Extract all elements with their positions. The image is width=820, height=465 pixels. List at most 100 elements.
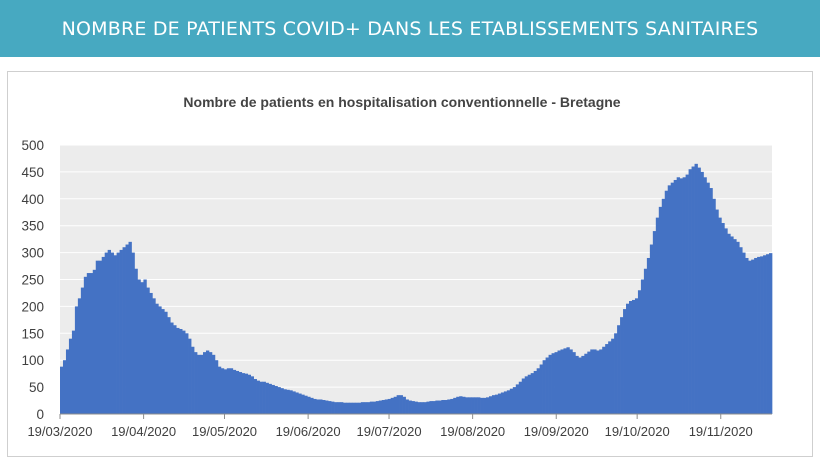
- data-bar: [80, 287, 85, 414]
- data-bar: [429, 401, 433, 414]
- data-bar: [173, 325, 177, 414]
- data-bar: [325, 400, 329, 414]
- data-bar: [113, 255, 117, 414]
- data-bar: [307, 396, 311, 414]
- data-bar: [200, 354, 204, 414]
- data-bar: [515, 384, 520, 414]
- data-bar: [125, 244, 129, 414]
- data-bar: [232, 369, 237, 414]
- data-bar: [381, 400, 386, 414]
- data-bar: [521, 378, 526, 414]
- data-bar: [491, 395, 496, 414]
- data-bar: [712, 198, 716, 414]
- data-bar: [197, 354, 201, 414]
- data-bar: [643, 268, 648, 414]
- data-bar: [62, 360, 67, 414]
- data-bar: [119, 249, 123, 414]
- data-bar: [146, 287, 150, 414]
- data-bar: [751, 259, 755, 414]
- data-bar: [533, 370, 538, 414]
- data-bar: [724, 228, 728, 414]
- x-tick-label: 19/08/2020: [440, 424, 505, 439]
- data-bar: [611, 338, 615, 414]
- data-bar: [211, 354, 216, 414]
- data-bar: [438, 400, 442, 414]
- chart-canvas: Nombre de patients en hospitalisation co…: [21, 94, 773, 439]
- data-bar: [640, 279, 645, 414]
- data-bar: [354, 402, 359, 414]
- data-bar: [271, 384, 275, 414]
- data-bar: [414, 401, 418, 414]
- data-bar: [405, 399, 409, 414]
- data-bar: [748, 260, 752, 414]
- x-tick-label: 19/07/2020: [356, 424, 421, 439]
- data-bar: [149, 292, 153, 414]
- data-bar: [95, 260, 100, 414]
- data-bar: [760, 256, 764, 414]
- data-bar: [65, 349, 70, 414]
- data-bar: [715, 209, 719, 414]
- data-bar: [131, 252, 135, 414]
- data-bar: [179, 328, 183, 414]
- data-bar: [402, 396, 406, 414]
- data-bar: [614, 333, 618, 414]
- data-bar: [590, 349, 594, 414]
- data-bar: [465, 397, 469, 414]
- data-bar: [754, 257, 758, 414]
- y-tick-label: 300: [21, 246, 44, 261]
- data-bar: [337, 402, 341, 414]
- data-bar: [274, 386, 278, 414]
- data-bar: [262, 381, 266, 414]
- data-bar: [584, 353, 588, 414]
- data-bar: [557, 350, 561, 414]
- data-bar: [152, 298, 156, 414]
- data-bar: [298, 393, 302, 414]
- data-bar: [238, 372, 243, 414]
- data-bar: [709, 188, 713, 414]
- data-bar: [646, 257, 651, 414]
- data-bar: [390, 397, 395, 414]
- data-bar: [703, 177, 707, 414]
- data-bar: [357, 402, 362, 414]
- data-bar: [158, 306, 162, 414]
- data-bar: [265, 382, 269, 414]
- data-bar: [143, 279, 147, 414]
- data-bar: [286, 389, 290, 414]
- data-bar: [420, 402, 424, 414]
- data-bar: [539, 364, 543, 414]
- data-bar: [721, 223, 725, 414]
- data-bar: [608, 341, 612, 414]
- page-banner: NOMBRE DE PATIENTS COVID+ DANS LES ETABL…: [0, 0, 820, 57]
- chart-frame: Nombre de patients en hospitalisation co…: [7, 71, 813, 457]
- data-bar: [432, 401, 436, 414]
- data-bar: [384, 399, 389, 414]
- data-bar: [536, 368, 540, 414]
- data-bar: [494, 394, 499, 414]
- data-bar: [581, 355, 585, 414]
- data-bar: [530, 373, 535, 414]
- chart-title: Nombre de patients en hospitalisation co…: [183, 94, 620, 110]
- data-bar: [387, 398, 392, 414]
- data-bar: [366, 402, 371, 414]
- data-bar: [170, 322, 174, 414]
- data-bar: [766, 254, 770, 414]
- data-bar: [208, 352, 213, 414]
- data-bar: [596, 350, 600, 414]
- y-tick-label: 500: [21, 138, 44, 153]
- data-bar: [623, 309, 627, 414]
- data-bar: [86, 273, 91, 414]
- data-bar: [757, 256, 761, 414]
- data-bar: [351, 402, 356, 414]
- data-bar: [375, 401, 380, 414]
- data-bar: [220, 368, 225, 414]
- data-bar: [742, 252, 746, 414]
- y-tick-label: 0: [36, 407, 44, 422]
- data-bar: [345, 402, 350, 414]
- data-bar: [194, 352, 198, 414]
- data-bar: [524, 376, 529, 414]
- data-bar: [503, 391, 508, 414]
- x-tick-label: 19/04/2020: [111, 424, 176, 439]
- data-bar: [188, 338, 192, 414]
- data-bar: [226, 368, 231, 414]
- data-bar: [542, 360, 546, 414]
